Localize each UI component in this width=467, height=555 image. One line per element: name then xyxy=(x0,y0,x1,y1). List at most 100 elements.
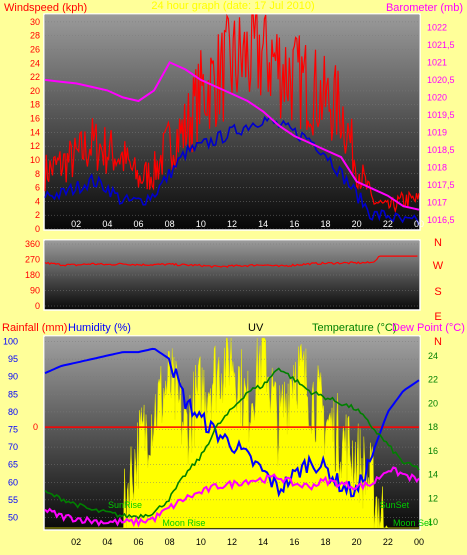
barometer-tick-label: 1017 xyxy=(427,198,447,208)
graph-title: 24 hour graph (date: 17 Jul 2010) xyxy=(151,0,314,12)
barometer-tick-label: 1016,5 xyxy=(427,215,455,225)
temperature-tick-label: 16 xyxy=(428,446,438,456)
x-tick-label: 22 xyxy=(383,219,393,229)
barometer-tick-label: 1018,5 xyxy=(427,145,455,155)
humidity-tick-label: 85 xyxy=(8,389,18,399)
x-tick-label: 12 xyxy=(227,219,237,229)
dew-point-line xyxy=(44,466,420,528)
x-tick-label: 20 xyxy=(352,219,362,229)
x-tick-label: 16 xyxy=(289,537,299,547)
barometer-line xyxy=(44,61,420,211)
temperature-tick-label: 20 xyxy=(428,398,438,408)
barometer-ticks: 1016,5 1017 1017,5 1018 1018,5 1019 1019,5 1020… xyxy=(427,22,455,225)
wind-panel-series xyxy=(44,13,420,226)
windspeed-tick-label: 0 xyxy=(35,224,40,234)
barometer-tick-label: 1017,5 xyxy=(427,180,455,190)
temperature-ticks: 10 12 14 16 18 20 22 24 xyxy=(428,351,438,527)
dew-point-axis-label: Dew Point (°C) xyxy=(392,322,465,334)
humidity-tick-label: 50 xyxy=(8,512,18,522)
wind-average-line xyxy=(44,115,420,226)
direction-panel-grid xyxy=(45,243,419,307)
humidity-tick-label: 65 xyxy=(8,460,18,470)
barometer-axis-label: Barometer (mb) xyxy=(386,2,463,14)
x-tick-label: 08 xyxy=(165,219,175,229)
rain-zero-label: 0 xyxy=(33,422,38,432)
windspeed-tick-label: 16 xyxy=(30,114,40,124)
x-tick-label: 10 xyxy=(196,537,206,547)
x-tick-label: 06 xyxy=(133,537,143,547)
direction-tick-label: 90 xyxy=(30,286,40,296)
humidity-tick-label: 90 xyxy=(8,372,18,382)
x-tick-label: 00 xyxy=(414,219,424,229)
temperature-tick-label: 24 xyxy=(428,351,438,361)
climate-panel-grid xyxy=(45,341,419,518)
x-tick-label: 12 xyxy=(227,537,237,547)
windspeed-tick-label: 12 xyxy=(30,141,40,151)
temperature-line xyxy=(44,367,420,520)
compass-label: N xyxy=(434,336,442,348)
sunset-label: SunSet xyxy=(380,500,410,510)
direction-ticks: 0 90 180 270 360 xyxy=(25,239,40,311)
temperature-axis-label: Temperature (°C) xyxy=(312,322,396,334)
x-tick-label: 00 xyxy=(414,537,424,547)
x-tick-label: 10 xyxy=(196,219,206,229)
astro-markers: SunRise SunSet Moon Rise Moon Set xyxy=(108,500,432,528)
x-tick-label: 02 xyxy=(71,537,81,547)
uv-axis-label: UV xyxy=(248,322,264,334)
temperature-tick-label: 18 xyxy=(428,422,438,432)
windspeed-axis-label: Windspeed (kph) xyxy=(4,2,87,14)
x-tick-label: 14 xyxy=(258,219,268,229)
temperature-tick-label: 14 xyxy=(428,470,438,480)
temperature-tick-label: 22 xyxy=(428,375,438,385)
x-tick-label: 02 xyxy=(71,219,81,229)
x-tick-label: 22 xyxy=(383,537,393,547)
windspeed-tick-label: 2 xyxy=(35,210,40,220)
windspeed-tick-label: 24 xyxy=(30,58,40,68)
x-tick-label: 14 xyxy=(258,537,268,547)
moonset-label: Moon Set xyxy=(393,518,432,528)
humidity-axis-label: Humidity (%) xyxy=(68,322,131,334)
direction-series xyxy=(44,255,418,269)
x-tick-label: 18 xyxy=(320,537,330,547)
compass-label: E xyxy=(434,311,441,323)
direction-tick-label: 360 xyxy=(25,239,40,249)
barometer-tick-label: 1019,5 xyxy=(427,110,455,120)
barometer-tick-label: 1019 xyxy=(427,128,447,138)
climate-series xyxy=(44,347,420,528)
windspeed-line xyxy=(44,13,420,214)
sunrise-label: SunRise xyxy=(108,500,142,510)
compass-label: W xyxy=(433,260,444,272)
direction-line xyxy=(44,255,418,269)
windspeed-tick-label: 20 xyxy=(30,86,40,96)
x-tick-label: 20 xyxy=(352,537,362,547)
windspeed-tick-label: 26 xyxy=(30,45,40,55)
humidity-tick-label: 55 xyxy=(8,495,18,505)
compass-label: N xyxy=(434,237,442,249)
humidity-tick-label: 100 xyxy=(3,337,18,347)
x-tick-label: 08 xyxy=(165,537,175,547)
rainfall-axis-label: Rainfall (mm) xyxy=(2,322,67,334)
x-tick-label: 16 xyxy=(289,219,299,229)
wind-panel-background xyxy=(45,15,419,229)
climate-x-ticks: 02 04 06 08 10 12 14 16 18 20 22 00 xyxy=(71,537,424,547)
direction-tick-label: 270 xyxy=(25,255,40,265)
x-tick-label: 04 xyxy=(102,219,112,229)
compass-label: S xyxy=(434,286,441,298)
wind-panel-grid xyxy=(45,21,419,230)
barometer-tick-label: 1018 xyxy=(427,163,447,173)
direction-tick-label: 0 xyxy=(35,301,40,311)
windspeed-tick-label: 6 xyxy=(35,183,40,193)
barometer-tick-label: 1021 xyxy=(427,57,447,67)
x-tick-label: 06 xyxy=(133,219,143,229)
barometer-tick-label: 1021,5 xyxy=(427,40,455,50)
humidity-tick-label: 95 xyxy=(8,354,18,364)
temperature-tick-label: 10 xyxy=(428,517,438,527)
windspeed-tick-label: 18 xyxy=(30,100,40,110)
windspeed-tick-label: 22 xyxy=(30,72,40,82)
barometer-tick-label: 1020 xyxy=(427,92,447,102)
windspeed-tick-label: 28 xyxy=(30,31,40,41)
humidity-tick-label: 75 xyxy=(8,424,18,434)
temperature-tick-label: 12 xyxy=(428,493,438,503)
